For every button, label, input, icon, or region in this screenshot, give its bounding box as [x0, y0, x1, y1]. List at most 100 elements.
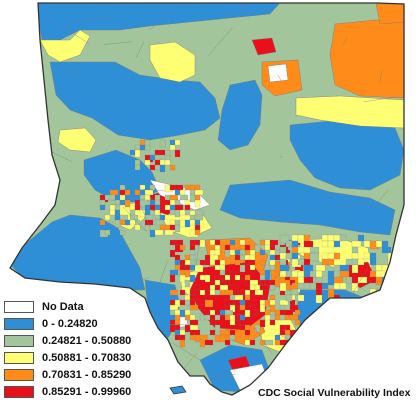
census-tract [154, 214, 161, 221]
census-tract [224, 314, 231, 321]
census-tract [291, 240, 299, 248]
census-tract [154, 199, 161, 206]
census-tract [327, 276, 335, 286]
census-tract [259, 249, 266, 256]
census-tract [224, 309, 234, 316]
census-tract [214, 249, 221, 256]
census-tract [244, 329, 251, 336]
census-tract [369, 258, 377, 266]
census-tract [104, 229, 111, 236]
census-tract [234, 319, 241, 326]
legend-item: 0.85291 - 0.99960 [4, 383, 131, 400]
census-tract [199, 259, 206, 266]
census-tract [279, 329, 286, 336]
census-tract [363, 240, 371, 248]
census-tract [289, 304, 299, 313]
census-tract [239, 314, 246, 321]
census-tract [369, 252, 377, 260]
census-tract [139, 144, 146, 151]
tract-boundary [274, 269, 283, 279]
census-tract [369, 276, 377, 284]
census-tract [333, 240, 341, 248]
tract-boundary [209, 374, 236, 378]
census-tract [209, 239, 216, 246]
census-tract [294, 309, 301, 316]
tract-boundary [336, 201, 370, 209]
legend-label: 0.70831 - 0.85290 [42, 368, 132, 381]
census-tract [219, 264, 226, 271]
census-tract [234, 259, 241, 266]
census-tract [357, 234, 365, 242]
nodata-north [267, 63, 289, 83]
legend-label: 0.50881 - 0.70830 [42, 351, 132, 364]
census-tract [114, 199, 121, 206]
census-tract [345, 276, 353, 284]
census-tract [249, 279, 259, 286]
tract-boundary [75, 16, 115, 22]
census-tract [315, 294, 323, 304]
census-tract [381, 282, 389, 290]
census-tract [259, 304, 266, 313]
census-tract [333, 252, 341, 260]
census-tract [339, 234, 347, 242]
census-tract [269, 279, 276, 286]
census-tract [309, 246, 320, 254]
census-tract [387, 282, 395, 290]
census-tract [289, 339, 296, 346]
census-tract [321, 240, 329, 248]
census-tract [169, 274, 176, 283]
census-tract [297, 234, 305, 244]
census-tract [254, 294, 264, 301]
census-tract [174, 224, 181, 233]
census-tract [254, 289, 264, 296]
census-tract [169, 269, 179, 276]
census-tract [279, 304, 286, 311]
census-tract [294, 319, 301, 326]
census-tract [189, 274, 196, 283]
census-tract [209, 289, 216, 296]
census-tract [229, 334, 236, 341]
census-tract [351, 258, 359, 266]
census-tract [387, 288, 395, 296]
census-tract [169, 209, 176, 216]
tract-boundary [57, 66, 83, 75]
census-tract [199, 239, 206, 248]
island-shape [169, 385, 187, 395]
legend-item: 0.70831 - 0.85290 [4, 366, 131, 383]
census-tract [204, 339, 214, 346]
census-tract [239, 264, 246, 273]
census-tract [159, 139, 166, 148]
census-tract [174, 239, 184, 246]
census-tract [144, 189, 154, 196]
legend-label: 0.24821 - 0.50880 [42, 334, 132, 347]
census-tract [279, 324, 286, 331]
census-tract [129, 204, 136, 211]
census-tract [144, 159, 151, 166]
census-tract [174, 199, 181, 206]
census-tract [339, 264, 350, 272]
census-tract [114, 219, 121, 228]
census-tract [333, 282, 341, 290]
census-tract [144, 194, 151, 201]
census-tract [259, 259, 266, 266]
census-tract [189, 194, 196, 203]
census-tract [309, 252, 320, 262]
census-tract [209, 319, 216, 326]
census-tract [369, 270, 377, 278]
census-tract [333, 234, 341, 242]
legend-label: 0.85291 - 0.99960 [42, 385, 132, 398]
census-tract [291, 288, 299, 296]
tract-boundary [135, 188, 165, 192]
census-tract [234, 294, 244, 301]
census-tract [269, 254, 276, 261]
tract-boundary [366, 190, 389, 215]
census-tract [174, 264, 181, 271]
tract-boundary [156, 260, 168, 291]
census-tract [274, 274, 281, 283]
census-tract [224, 244, 231, 251]
legend-swatch-class-3 [4, 351, 34, 364]
northeast-yellow [295, 95, 404, 129]
census-tract [239, 304, 246, 311]
legend-swatch-no-data [4, 300, 34, 313]
census-tract [199, 304, 206, 311]
